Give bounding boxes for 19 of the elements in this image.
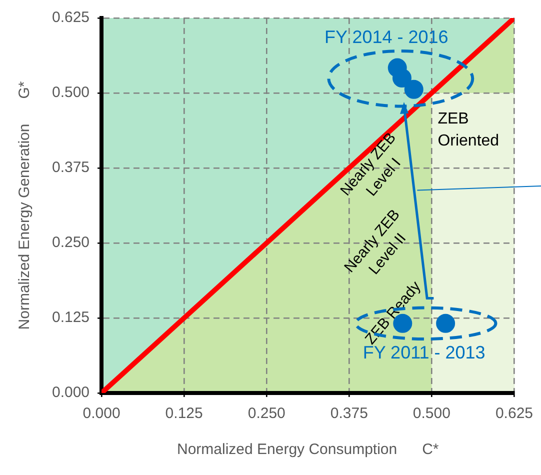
x-tick-label: 0.375 [330, 405, 368, 422]
y-tick-label: 0.125 [52, 309, 90, 326]
x-tick-label: 0.250 [248, 405, 286, 422]
point [392, 68, 412, 88]
point [404, 80, 424, 99]
y-tick-label: 0.625 [52, 9, 90, 26]
y-tick-label: 0.250 [52, 234, 90, 252]
x-tick-label: 0.500 [412, 405, 450, 422]
x-tick-label: 0.000 [82, 405, 120, 422]
y-tick-label: 0.375 [52, 159, 90, 176]
point [436, 314, 456, 333]
x-tick-label: 0.125 [165, 405, 203, 422]
y-tick-label: 0.000 [52, 384, 90, 402]
band-label: ZEB Oriented [438, 110, 500, 150]
y-tick-label: 0.500 [52, 84, 90, 102]
x-tick-label: 0.625 [495, 405, 534, 422]
series-label: FY 2014 - 2016 [324, 26, 448, 47]
x-axis-title: Normalized Energy Consumption C* [176, 441, 439, 458]
y-axis-title: Normalized Energy Generation G* [16, 81, 34, 330]
